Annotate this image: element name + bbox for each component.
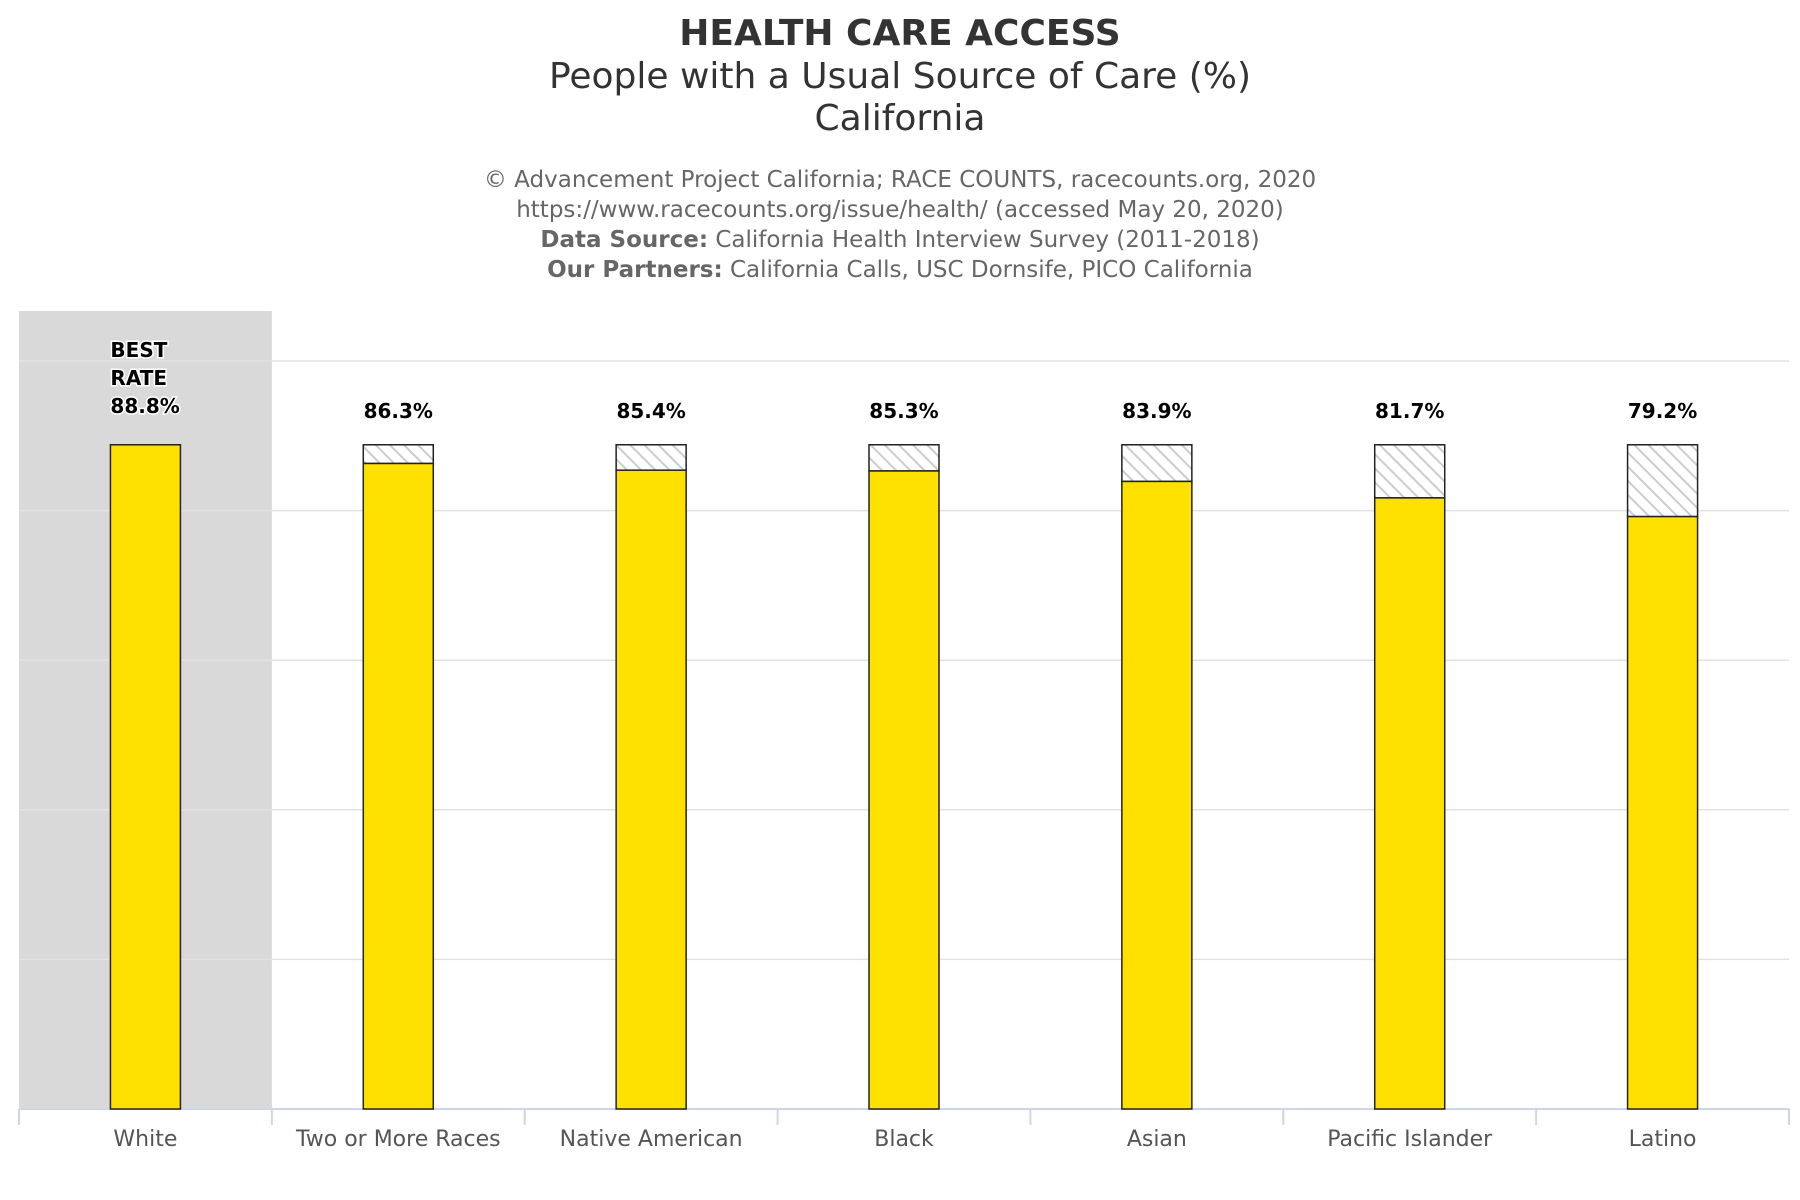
x-tick-label: Latino <box>1629 1127 1697 1152</box>
gap-to-best-segment <box>1373 444 1446 499</box>
gap-to-best-segment <box>868 444 940 472</box>
data-source-label: Data Source: <box>540 227 709 253</box>
gap-to-best-segment <box>1626 444 1699 518</box>
credit-url: https://www.racecounts.org/issue/health/… <box>516 197 1284 223</box>
gap-to-best-segment <box>615 444 687 471</box>
partners-value: California Calls, USC Dornsife, PICO Cal… <box>722 257 1253 283</box>
chart-subtitle: People with a Usual Source of Care (%) <box>548 56 1252 97</box>
data-label: 85.3% <box>869 399 938 423</box>
bar-black <box>868 470 940 1110</box>
best-rate-label-line1: BEST <box>110 338 167 362</box>
data-source-value: California Health Interview Survey (2011… <box>708 227 1260 253</box>
bar-two-or-more-races <box>362 462 435 1110</box>
x-tick-label: Pacific Islander <box>1327 1127 1493 1152</box>
data-label: 79.2% <box>1628 399 1697 423</box>
bar-native-american <box>615 469 687 1110</box>
x-tick-label: White <box>113 1127 177 1152</box>
credit-copyright: © Advancement Project California; RACE C… <box>483 167 1317 193</box>
bar-latino <box>1626 515 1699 1110</box>
x-tick-label: Native American <box>560 1127 743 1152</box>
data-label: 81.7% <box>1375 399 1444 423</box>
x-tick-label: Asian <box>1127 1127 1187 1152</box>
bar-white <box>109 444 182 1110</box>
credit-partners: Our Partners: California Calls, USC Dorn… <box>0 255 1800 285</box>
bar-pacific-islander <box>1373 497 1446 1110</box>
data-label: 88.8% <box>110 394 179 418</box>
chart-title: HEALTH CARE ACCESS <box>679 13 1121 54</box>
data-label: 85.4% <box>616 399 685 423</box>
x-tick-label: Two or More Races <box>295 1127 501 1152</box>
best-rate-label-line2: RATE <box>110 366 167 390</box>
chart-region: California <box>814 98 986 139</box>
gap-to-best-segment <box>362 444 435 465</box>
data-label: 83.9% <box>1122 399 1191 423</box>
partners-label: Our Partners: <box>547 257 723 283</box>
gap-to-best-segment <box>1121 444 1193 483</box>
credit-data-source: Data Source: California Health Interview… <box>0 225 1800 255</box>
data-label: 86.3% <box>364 399 433 423</box>
bar-asian <box>1121 480 1193 1110</box>
x-tick-label: Black <box>874 1127 934 1152</box>
